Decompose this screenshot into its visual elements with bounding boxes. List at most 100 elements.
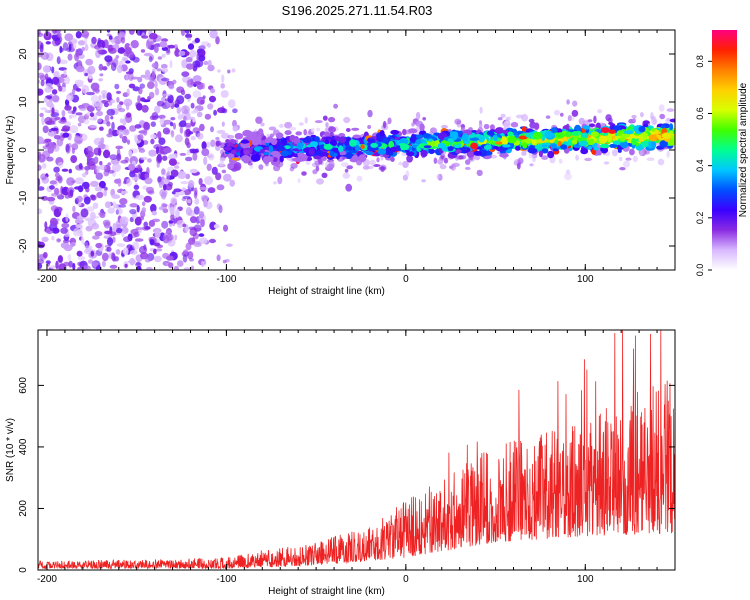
noise-blob — [190, 216, 198, 224]
noise-blob — [61, 109, 66, 117]
halo-blob — [605, 114, 612, 122]
halo-blob — [345, 183, 353, 192]
noise-blob — [176, 106, 181, 114]
halo-blob — [603, 161, 610, 165]
noise-blob — [185, 156, 193, 162]
noise-blob — [148, 56, 153, 63]
halo-blob — [322, 115, 328, 121]
signal-blob — [578, 140, 589, 147]
noise-blob — [42, 65, 51, 73]
noise-blob — [38, 153, 46, 163]
signal-blob — [438, 147, 443, 154]
halo-blob — [558, 158, 563, 164]
signal-blob — [297, 152, 306, 158]
noise-blob — [163, 119, 172, 125]
noise-blob — [197, 49, 201, 54]
noise-blob — [97, 37, 102, 45]
noise-blob — [177, 114, 183, 120]
halo-blob — [277, 176, 283, 185]
noise-blob — [99, 126, 104, 131]
noise-blob — [73, 44, 77, 49]
noise-blob — [161, 53, 166, 58]
noise-blob — [130, 249, 138, 255]
colorbar-tick-label: 0.6 — [695, 107, 705, 120]
noise-blob — [98, 94, 102, 101]
noise-blob — [216, 254, 221, 262]
noise-blob — [89, 124, 98, 128]
noise-blob — [86, 206, 95, 212]
noise-blob — [69, 125, 79, 134]
halo-blob — [560, 112, 564, 117]
halo-blob — [421, 179, 426, 183]
noise-blob — [58, 119, 68, 124]
signal-blob — [399, 138, 409, 145]
signal-blob — [270, 150, 281, 156]
halo-blob — [515, 114, 524, 119]
signal-blob — [249, 137, 256, 141]
noise-blob — [193, 190, 198, 199]
noise-blob — [97, 50, 103, 53]
signal-blob — [330, 139, 337, 146]
noise-blob — [126, 244, 133, 251]
halo-blob — [382, 120, 387, 129]
signal-blob — [268, 145, 274, 153]
spec-xtick-label: 0 — [403, 274, 409, 285]
noise-blob — [151, 210, 157, 216]
signal-blob — [571, 139, 578, 145]
noise-blob — [50, 127, 58, 132]
signal-blob — [284, 130, 292, 136]
noise-blob — [134, 238, 144, 242]
noise-blob — [90, 95, 100, 103]
noise-blob — [54, 172, 60, 178]
signal-blob — [243, 150, 250, 155]
noise-blob — [175, 47, 179, 56]
signal-blob — [365, 151, 374, 156]
halo-blob — [219, 160, 224, 167]
noise-blob — [74, 135, 80, 141]
noise-blob — [77, 261, 85, 267]
snr-xtick-label: 0 — [403, 574, 409, 585]
halo-blob — [553, 109, 561, 116]
halo-blob — [258, 164, 264, 170]
noise-blob — [143, 52, 153, 57]
noise-blob — [184, 51, 190, 56]
noise-blob — [115, 90, 122, 94]
halo-blob — [441, 124, 448, 129]
signal-blob — [512, 131, 518, 135]
noise-blob — [178, 50, 186, 56]
noise-blob — [189, 50, 199, 57]
halo-blob — [640, 112, 644, 118]
signal-blob — [477, 134, 486, 143]
noise-blob — [123, 236, 132, 243]
noise-blob — [80, 208, 89, 218]
signal-blob — [580, 132, 589, 139]
signal-blob — [227, 152, 235, 160]
noise-blob — [140, 156, 148, 161]
noise-blob — [218, 205, 223, 214]
noise-blob — [184, 30, 190, 34]
noise-blob — [83, 119, 90, 125]
noise-blob — [143, 244, 147, 251]
noise-blob — [158, 137, 166, 145]
signal-blob — [642, 132, 648, 138]
signal-blob — [388, 140, 395, 149]
halo-blob — [454, 118, 462, 125]
noise-blob — [211, 166, 218, 175]
noise-blob — [108, 35, 113, 40]
noise-blob — [44, 86, 52, 93]
noise-blob — [209, 95, 216, 103]
signal-blob — [240, 140, 250, 144]
noise-blob — [106, 30, 111, 33]
noise-blob — [221, 121, 225, 127]
noise-blob — [168, 181, 173, 187]
signal-blob — [345, 146, 353, 151]
halo-blob — [376, 157, 380, 163]
signal-blob — [354, 144, 361, 152]
noise-blob — [57, 32, 62, 38]
signal-blob — [624, 130, 634, 135]
noise-blob — [38, 164, 42, 171]
noise-blob — [83, 241, 89, 246]
noise-blob — [63, 244, 73, 252]
noise-blob — [140, 97, 146, 102]
signal-blob — [527, 147, 538, 154]
